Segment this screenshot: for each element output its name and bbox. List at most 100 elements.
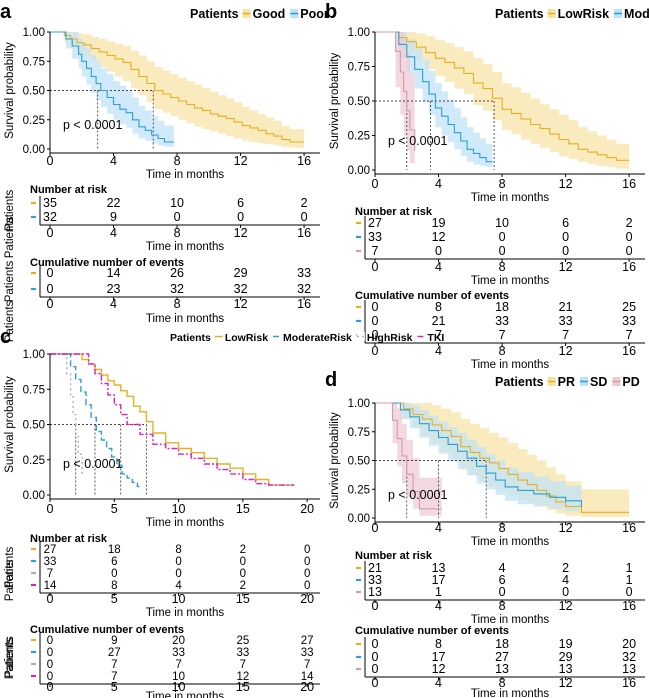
table-cell: 0	[372, 637, 379, 651]
table-cell: 6	[111, 556, 117, 568]
table-title: Cumulative number of events	[30, 624, 184, 636]
legend: Patients PR SD PD	[495, 375, 640, 389]
legend-item-poor: Poor	[300, 7, 329, 21]
y-axis-label: Survival probability	[4, 42, 16, 139]
y-tick-label: 0.50	[348, 96, 370, 108]
table-cell: 0	[47, 647, 53, 659]
x-tick-label: 4	[435, 177, 442, 191]
table-x-tick-label: 0	[372, 344, 379, 358]
table-cell: 9	[110, 210, 117, 224]
survival-curve-lowrisk	[375, 31, 630, 161]
y-tick-label: 1.00	[23, 27, 45, 39]
table-x-tick-label: 8	[499, 599, 506, 613]
table-cell: 4	[562, 573, 569, 587]
table-cell: 33	[368, 230, 382, 244]
y-tick-label: 0.25	[23, 455, 45, 467]
legend-title: Patients	[190, 7, 239, 21]
x-tick-label: 0	[47, 154, 54, 168]
table-cell: 32	[170, 282, 184, 296]
legend: Patients LowRisk ModerateRisk HighRisk TKI	[170, 332, 444, 344]
x-tick-label: 8	[499, 177, 506, 191]
table-cell: 2	[562, 561, 569, 575]
y-tick-label: 0.75	[23, 56, 45, 68]
table-cell: 0	[240, 568, 246, 580]
legend-item-moderaterisk: ModerateRisk	[624, 7, 649, 21]
x-axis-label: Time in months	[471, 192, 549, 204]
table-x-tick-label: 16	[622, 599, 636, 613]
table-cell: 0	[240, 556, 246, 568]
x-tick-label: 16	[622, 521, 636, 535]
table-x-tick-label: 20	[300, 680, 314, 694]
table-cell: 0	[111, 568, 117, 580]
table-cell: 8	[175, 544, 181, 556]
table-cell: 2	[626, 216, 633, 230]
table-x-tick-label: 8	[499, 676, 506, 690]
table-cell: 0	[174, 210, 181, 224]
table-y-label: Patients	[4, 216, 16, 258]
table-cell: 0	[175, 556, 181, 568]
table-cell: 0	[562, 230, 569, 244]
table-cell: 20	[622, 637, 636, 651]
p-value: p < 0.0001	[388, 488, 447, 502]
table-cell: 33	[44, 556, 57, 568]
table-cell: 0	[499, 585, 506, 599]
table-cell: 25	[236, 635, 249, 647]
table-cell: 1	[626, 561, 633, 575]
table-cell: 10	[495, 216, 509, 230]
table-cell: 7	[47, 568, 53, 580]
x-tick-label: 8	[499, 521, 506, 535]
table-cell: 26	[170, 266, 184, 280]
table-x-tick-label: 16	[297, 297, 311, 311]
table-cell: 32	[234, 282, 248, 296]
table-cell: 0	[304, 556, 310, 568]
table-x-tick-label: 16	[622, 260, 636, 274]
table-x-tick-label: 12	[234, 297, 248, 311]
table-cell: 8	[111, 580, 117, 592]
y-tick-label: 0.25	[23, 115, 45, 127]
survival-curve-moderaterisk	[375, 31, 493, 163]
table-cell: 18	[495, 637, 509, 651]
table-cell: 9	[111, 635, 117, 647]
table-cell: 10	[170, 196, 184, 210]
survival-curve-sd	[375, 402, 583, 507]
table-cell: 1	[626, 573, 633, 587]
table-cell: 0	[499, 244, 506, 258]
table-cell: 19	[559, 637, 573, 651]
table-x-tick-label: 15	[236, 680, 250, 694]
table-cell: 32	[622, 650, 636, 664]
legend-key-highrisk	[356, 332, 365, 341]
table-cell: 27	[495, 650, 509, 664]
ci-band-poor	[50, 32, 174, 147]
table-x-tick-label: 12	[559, 260, 573, 274]
table-cell: 32	[43, 210, 57, 224]
legend-item-good: Good	[253, 7, 286, 21]
table-x-label: Time in months	[471, 275, 549, 287]
y-tick-label: 1.00	[23, 349, 45, 361]
table-x-label: Time in months	[146, 691, 224, 698]
y-axis-label: Survival probability	[329, 412, 341, 509]
table-cell: 0	[372, 300, 379, 314]
survival-curve-highrisk	[50, 353, 83, 476]
table-cell: 0	[301, 210, 308, 224]
y-axis-label: Survival probability	[4, 376, 16, 473]
legend-title: Patients	[495, 7, 544, 21]
legend: Patients Good Poor	[190, 7, 329, 21]
table-cell: 35	[43, 196, 57, 210]
x-tick-label: 4	[435, 521, 442, 535]
x-tick-label: 12	[559, 177, 573, 191]
median-lines	[375, 100, 495, 170]
table-x-tick-label: 4	[110, 297, 117, 311]
table-x-tick-label: 0	[47, 680, 54, 694]
legend-title: Patients	[495, 375, 544, 389]
table-cell: 0	[626, 230, 633, 244]
table-cell: 0	[499, 230, 506, 244]
table-y-label: Patients	[4, 189, 16, 231]
table-title: Number at risk	[355, 206, 433, 218]
table-cell: 0	[237, 210, 244, 224]
table-cell: 13	[432, 561, 446, 575]
table-cell: 7	[435, 328, 442, 342]
legend-item-lowrisk: LowRisk	[225, 332, 268, 344]
